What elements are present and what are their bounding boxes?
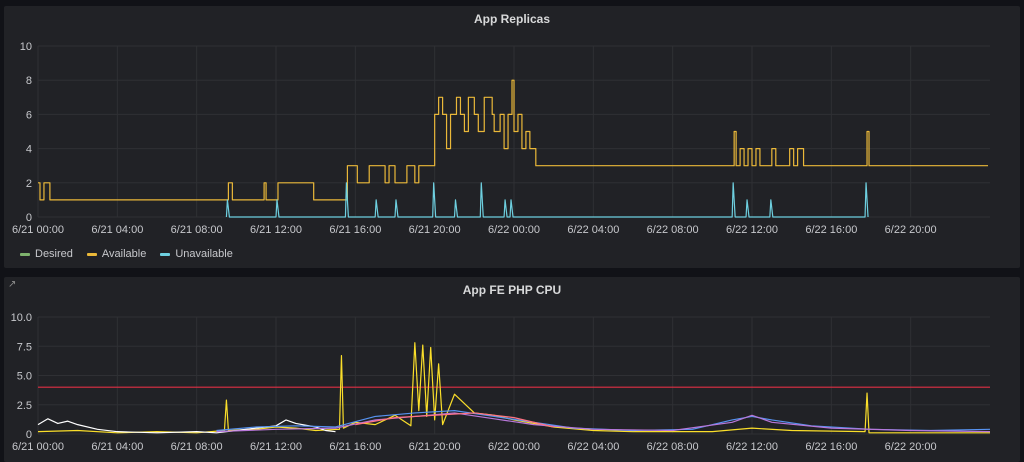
legend-label: Unavailable [175, 248, 233, 260]
x-tick-label: 6/21 08:00 [171, 224, 223, 236]
legend-item-available[interactable]: Available [86, 248, 147, 260]
x-tick-label: 6/21 16:00 [329, 441, 381, 453]
y-tick-label: 10.0 [11, 312, 32, 324]
series-line [216, 410, 991, 432]
series-line [37, 418, 336, 434]
y-tick-label: 8 [26, 75, 32, 87]
series-line [225, 182, 869, 218]
legend-label: Available [101, 248, 147, 260]
legend-swatch [160, 252, 171, 256]
app-replicas-chart: 0 2 4 6 8 10 6/21 00:00 6/21 04:00 6/21 08:00 6/2… [12, 41, 990, 236]
legend-item-desired[interactable]: Desired [20, 248, 73, 260]
legend-item-unavailable[interactable]: Unavailable [160, 248, 233, 260]
x-tick-label: 6/22 08:00 [647, 441, 699, 453]
y-tick-label: 10 [20, 41, 32, 53]
x-tick-label: 6/21 16:00 [329, 224, 381, 236]
y-tick-label: 6 [26, 109, 32, 121]
x-tick-label: 6/21 04:00 [91, 224, 143, 236]
external-link-icon[interactable]: ↗ [8, 279, 17, 290]
app-fe-php-cpu-chart: 0 2.5 5.0 7.5 10.0 6/21 00:00 6/21 04:00 6/21 0… [11, 312, 991, 453]
x-tick-label: 6/22 12:00 [726, 224, 778, 236]
x-tick-label: 6/22 16:00 [805, 441, 857, 453]
y-tick-label: 2 [26, 178, 32, 190]
legend-swatch [20, 252, 30, 256]
x-tick-label: 6/21 00:00 [12, 224, 64, 236]
legend-swatch [86, 252, 97, 256]
x-tick-label: 6/22 16:00 [805, 224, 857, 236]
app-replicas-panel: App Replicas 0 2 4 6 8 10 6/21 00:00 6/21 04:00… [4, 6, 1020, 268]
y-tick-label: 7.5 [17, 341, 32, 353]
y-tick-label: 2.5 [17, 400, 32, 412]
x-tick-label: 6/21 20:00 [409, 224, 461, 236]
x-tick-label: 6/21 12:00 [250, 441, 302, 453]
series-line [37, 342, 990, 434]
legend-label: Desired [35, 248, 73, 260]
x-tick-label: 6/22 20:00 [885, 224, 937, 236]
chart-title: App Replicas [473, 12, 551, 26]
x-tick-label: 6/21 04:00 [91, 441, 143, 453]
x-tick-label: 6/21 00:00 [12, 441, 64, 453]
series-line [38, 79, 989, 201]
x-tick-label: 6/21 08:00 [171, 441, 223, 453]
y-tick-label: 0 [26, 212, 32, 224]
x-tick-label: 6/22 20:00 [885, 441, 937, 453]
series-line [355, 412, 554, 428]
x-tick-label: 6/22 04:00 [567, 224, 619, 236]
y-tick-label: 0 [26, 429, 32, 441]
x-tick-label: 6/21 12:00 [250, 224, 302, 236]
x-tick-label: 6/22 00:00 [488, 224, 540, 236]
x-tick-label: 6/21 20:00 [409, 441, 461, 453]
app-fe-php-cpu-panel: ↗ App FE PHP CPU 0 2.5 5.0 7.5 10.0 6/21 00:0… [4, 277, 1020, 462]
x-tick-label: 6/22 00:00 [488, 441, 540, 453]
x-tick-label: 6/22 04:00 [567, 441, 619, 453]
y-tick-label: 5.0 [17, 371, 32, 383]
y-tick-label: 4 [26, 144, 32, 156]
x-tick-label: 6/22 08:00 [647, 224, 699, 236]
x-tick-label: 6/22 12:00 [726, 441, 778, 453]
legend: Desired Available Unavailable [20, 248, 233, 260]
chart-title: App FE PHP CPU [462, 283, 562, 297]
